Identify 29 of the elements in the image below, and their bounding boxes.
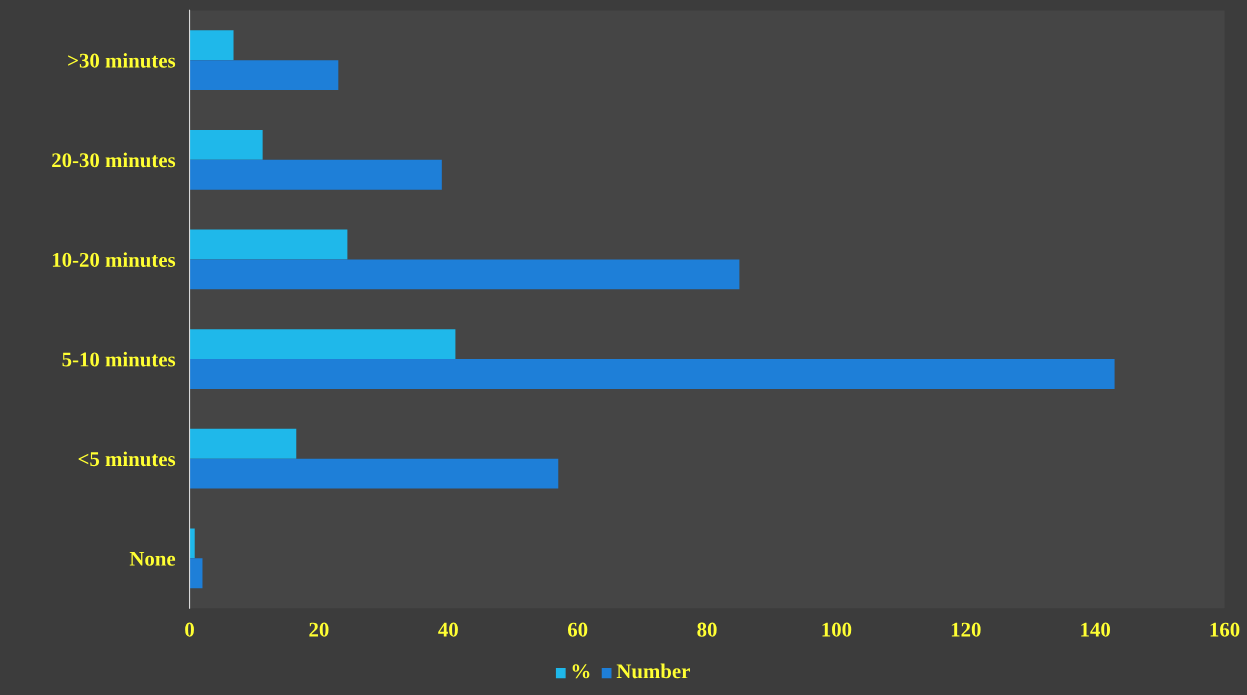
bar [189,30,234,61]
bar [189,60,339,91]
bar [189,428,297,459]
x-tick-label: 60 [567,622,588,637]
y-tick-label: None [129,551,176,566]
y-tick-label: 10-20 minutes [52,252,176,267]
bar [189,558,203,589]
x-tick-label: 100 [822,622,852,637]
bar [189,259,740,290]
x-tick-label: 120 [951,622,981,637]
bar [189,229,348,260]
y-tick-label: <5 minutes [78,451,176,467]
legend-label: Number [616,663,690,679]
bar [189,129,263,160]
y-tick-label: >30 minutes [68,53,176,68]
y-tick-label: 20-30 minutes [52,152,176,168]
x-tick-label: 140 [1081,622,1111,637]
bar [189,359,1115,389]
x-tick-label: 40 [438,622,458,637]
y-tick-label: 5-10 minutes [62,351,176,367]
x-tick-label: 0 [185,622,194,637]
bar [189,329,456,360]
bar [189,458,559,489]
legend-label: % [572,664,590,679]
bar [189,528,195,559]
bar [189,159,442,190]
x-tick-label: 20 [309,622,329,637]
x-tick-label: 80 [697,622,717,637]
x-tick-label: 160 [1210,622,1240,637]
